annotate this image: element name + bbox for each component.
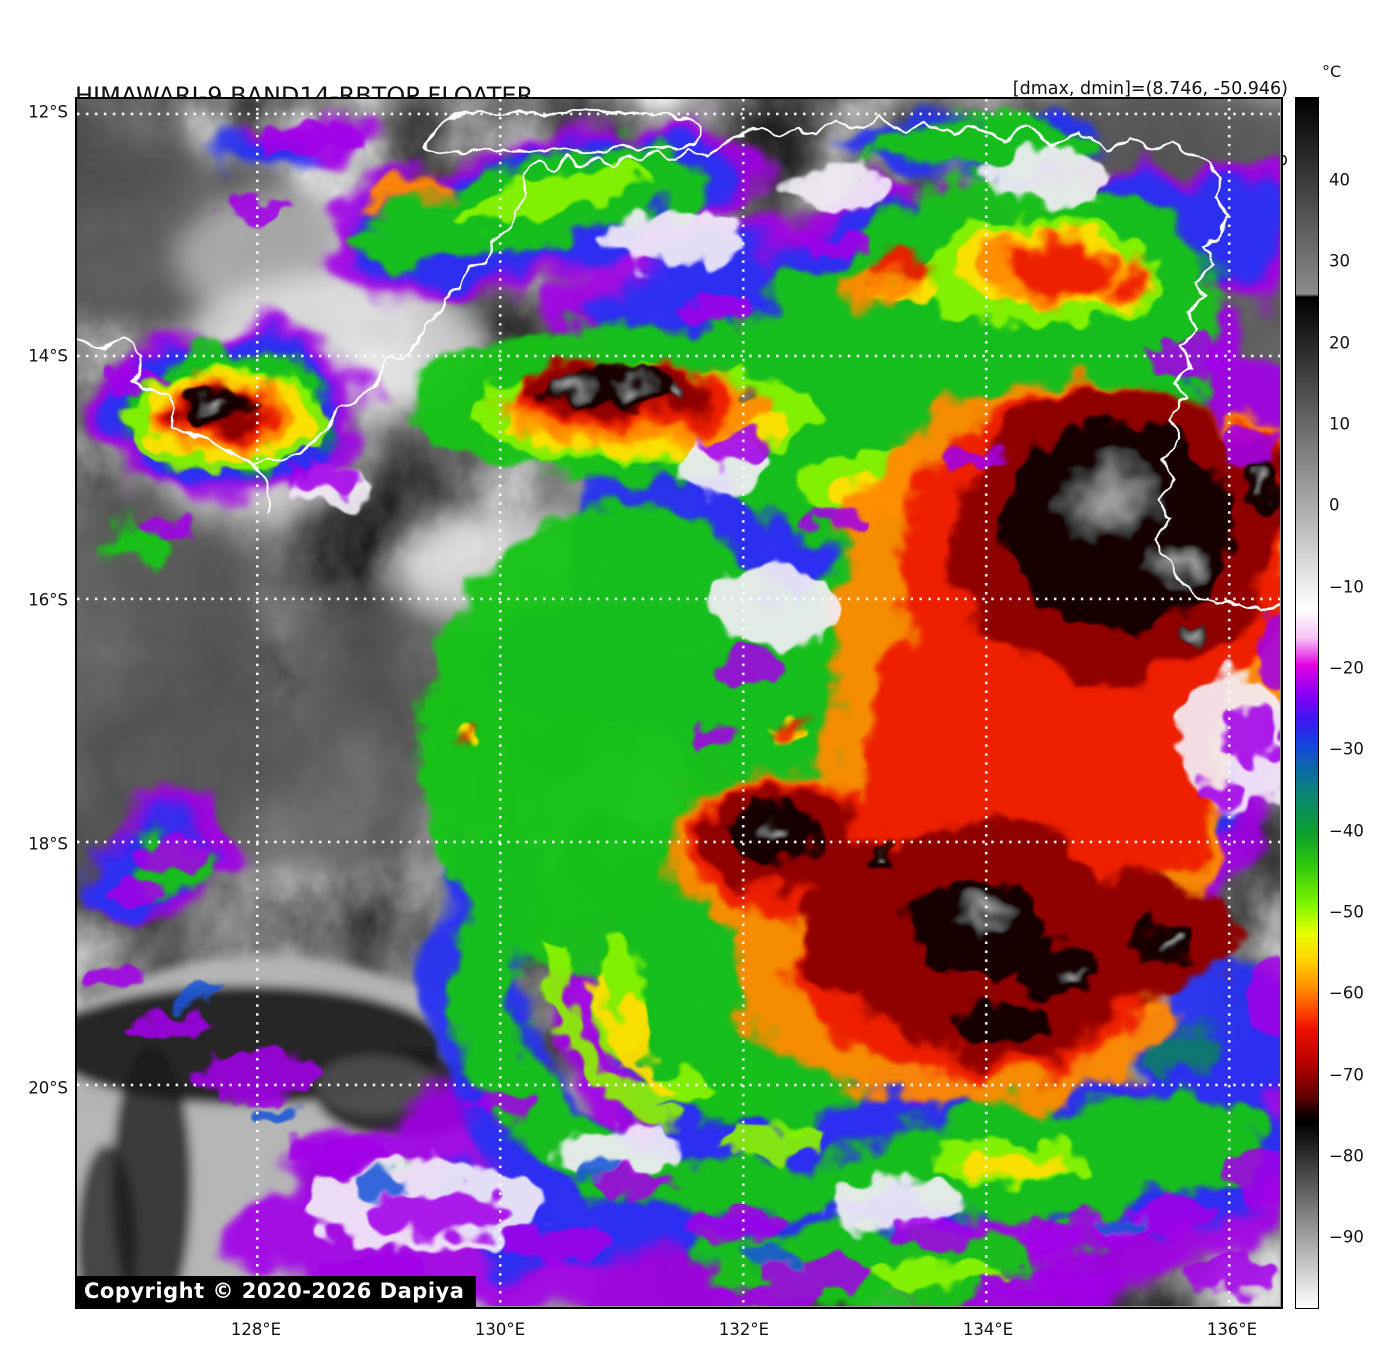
latitude-label: 12°S [28,102,68,122]
magenta-speckle [86,120,1280,1306]
colorbar-tick-label: 30 [1329,251,1350,271]
colorbar-tick-label: −20 [1329,658,1364,678]
gray-coldest-cores [199,370,1273,987]
dmax-dmin-readout: [dmax, dmin]=(8.746, -50.946) [1012,79,1288,99]
colorbar-unit-label: °C [1322,62,1342,81]
colorbar-tick-label: −80 [1329,1146,1364,1166]
colorbar-tick-label: −30 [1329,739,1364,759]
latitude-label: 18°S [28,834,68,854]
satellite-image [77,99,1280,1306]
colorbar-tick-label: 20 [1329,333,1350,353]
colorbar-tick-label: −10 [1329,577,1364,597]
colorbar-tick-label: −40 [1329,821,1364,841]
colorbar-tick-label: 40 [1329,170,1350,190]
colorbar-tick-label: 10 [1329,414,1350,434]
colorbar-tick-label: −60 [1329,983,1364,1003]
colorbar-tick-label: −90 [1329,1227,1364,1247]
longitude-label: 136°E [1206,1320,1258,1339]
copyright-badge: Copyright © 2020-2026 Dapiya [75,1276,477,1309]
colorbar-gradient [1295,97,1319,1309]
graticule [77,99,1280,1306]
colorbar-tick-label: −50 [1329,902,1364,922]
latitude-label: 16°S [28,590,68,610]
satellite-map: Copyright © 2020-2026 Dapiya [75,97,1283,1309]
longitude-label: 132°E [718,1320,770,1339]
longitude-label: 128°E [230,1320,282,1339]
latitude-label: 14°S [28,346,68,366]
product-title: HIMAWARI-9 BAND14-RBTOP FLOATER [75,82,534,110]
colorbar-tick-label: −70 [1329,1065,1364,1085]
longitude-label: 130°E [474,1320,526,1339]
longitude-label: 134°E [962,1320,1014,1339]
latitude-label: 20°S [28,1078,68,1098]
colorbar-tick-label: 0 [1329,495,1340,515]
